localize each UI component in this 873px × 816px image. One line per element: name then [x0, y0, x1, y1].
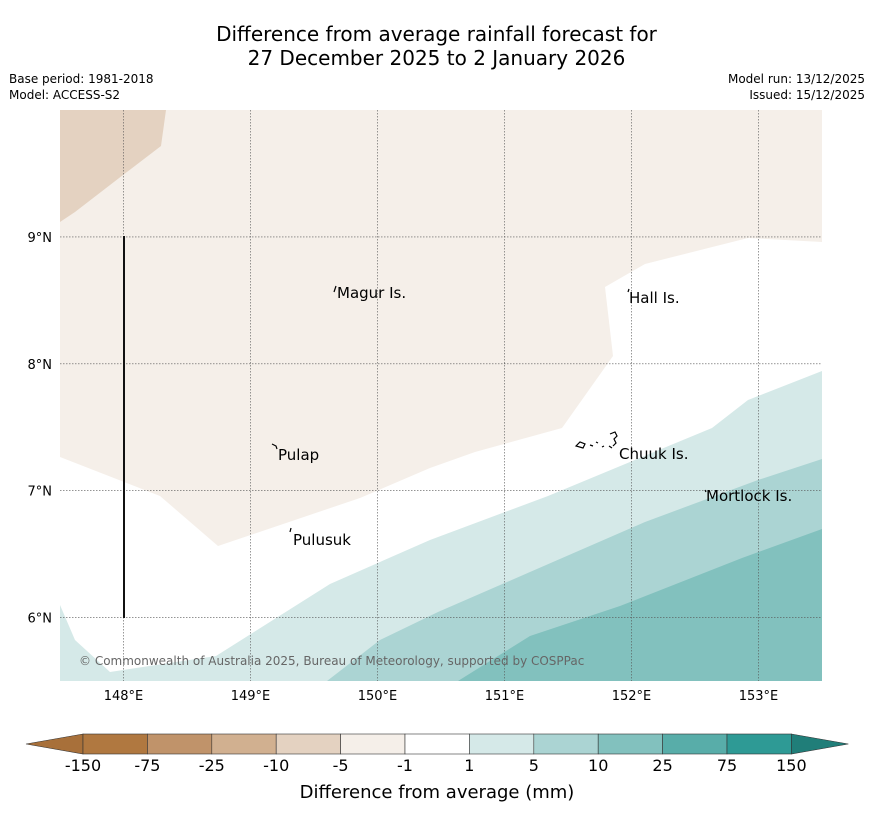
colorbar-tick-label: 150	[776, 756, 807, 775]
colorbar	[25, 733, 849, 755]
label-magur: Magur Is.	[337, 284, 406, 302]
lon-tick-label: 149°E	[231, 689, 271, 704]
colorbar-segment	[662, 733, 728, 755]
island-pulap-mark	[271, 443, 278, 450]
base-period: Base period: 1981-2018	[9, 72, 154, 86]
label-pulusuk: Pulusuk	[293, 531, 351, 549]
lat-tick-label: 8°N	[28, 358, 53, 373]
colorbar-tick-label: -5	[333, 756, 349, 775]
meta-left: Base period: 1981-2018 Model: ACCESS-S2	[9, 71, 154, 103]
title-line-2: 27 December 2025 to 2 January 2026	[247, 46, 626, 70]
lon-tick-label: 151°E	[485, 689, 525, 704]
label-pulap: Pulap	[278, 446, 319, 464]
wet-region-3	[458, 529, 822, 681]
colorbar-segment	[147, 733, 213, 755]
colorbar-tick-label: -150	[65, 756, 101, 775]
lat-tick-label: 6°N	[28, 612, 53, 627]
lon-tick-label: 150°E	[358, 689, 398, 704]
colorbar-labels: -150 -75 -25 -10 -5 -1 1 5 10 25 75 150	[65, 756, 807, 775]
copyright-text: © Commonwealth of Australia 2025, Bureau…	[79, 654, 584, 668]
colorbar-tick-label: -1	[397, 756, 413, 775]
lon-tick-label: 153°E	[739, 689, 779, 704]
lon-tick-label: 152°E	[612, 689, 652, 704]
lon-tick-label: 148°E	[104, 689, 144, 704]
colorbar-segment	[82, 733, 148, 755]
label-chuuk: Chuuk Is.	[619, 445, 688, 463]
colorbar-tick-label: -75	[134, 756, 160, 775]
colorbar-tick-label: 5	[529, 756, 539, 775]
colorbar-segment	[469, 733, 535, 755]
colorbar-segment	[726, 733, 792, 755]
island-marks	[271, 285, 707, 533]
colorbar-tick-label: -10	[263, 756, 289, 775]
colorbar-tick-label: -25	[199, 756, 225, 775]
colorbar-title: Difference from average (mm)	[300, 782, 575, 803]
meta-right: Model run: 13/12/2025 Issued: 15/12/2025	[728, 71, 865, 103]
colorbar-segment	[597, 733, 663, 755]
label-mortlock: Mortlock Is.	[706, 487, 792, 505]
colorbar-segment	[340, 733, 406, 755]
dry-region-dark	[60, 110, 166, 222]
island-mortlock-mark	[704, 489, 707, 493]
lat-tick-label: 9°N	[28, 231, 53, 246]
map-panel	[60, 110, 822, 681]
colorbar-tick-label: 10	[588, 756, 608, 775]
latitude-labels: 9°N 8°N 7°N 6°N	[28, 231, 53, 627]
colorbar-segment	[211, 733, 277, 755]
colorbar-extend-low	[25, 733, 84, 755]
model-run: Model run: 13/12/2025	[727, 72, 865, 86]
island-pulusuk-mark	[289, 527, 292, 533]
issued-date: Issued: 15/12/2025	[749, 88, 865, 102]
island-magur-mark	[333, 285, 337, 293]
label-hall: Hall Is.	[629, 289, 680, 307]
place-labels: Magur Is. Hall Is. Pulap Chuuk Is. Mortl…	[278, 284, 792, 549]
longitude-labels: 148°E 149°E 150°E 151°E 152°E 153°E	[104, 689, 779, 704]
map-title: Difference from average rainfall forecas…	[0, 22, 873, 70]
island-hall-mark	[627, 288, 630, 293]
title-line-1: Difference from average rainfall forecas…	[216, 22, 657, 46]
model-name: Model: ACCESS-S2	[9, 88, 121, 102]
island-chuuk-mark	[574, 431, 618, 449]
colorbar-tick-label: 25	[652, 756, 672, 775]
colorbar-tick-label: 75	[717, 756, 737, 775]
colorbar-segment	[404, 733, 470, 755]
colorbar-segment	[275, 733, 341, 755]
lat-tick-label: 7°N	[28, 485, 53, 500]
colorbar-tick-label: 1	[464, 756, 474, 775]
colorbar-extend-high	[791, 733, 849, 755]
colorbar-segment	[533, 733, 599, 755]
